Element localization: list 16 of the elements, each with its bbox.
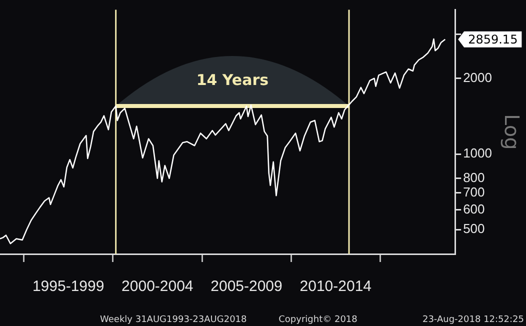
- y-tick-label: 500: [463, 221, 485, 236]
- x-tick-label: 2000-2004: [122, 278, 194, 296]
- data-label: 2859.15: [468, 32, 518, 47]
- annotation: 14 Years: [196, 70, 269, 89]
- y-tick-label: 600: [463, 201, 485, 216]
- text: Weekly 31AUG1993-23AUG2018: [100, 314, 248, 325]
- x-tick-label: 2005-2009: [210, 278, 282, 296]
- text: Copyright© 2018: [278, 314, 358, 325]
- y-tick-label: 2000: [463, 70, 492, 85]
- y-tick-label: 700: [463, 184, 485, 200]
- x-tick-label: 2010-2014: [300, 278, 372, 296]
- text: 23-Aug-2018 12:52:25: [422, 314, 524, 325]
- y-axis-title: Log: [500, 114, 524, 150]
- y-tick-label: 800: [463, 170, 485, 185]
- x-tick-label: 1995-1999: [32, 278, 104, 296]
- y-tick-label: 1000: [463, 146, 492, 161]
